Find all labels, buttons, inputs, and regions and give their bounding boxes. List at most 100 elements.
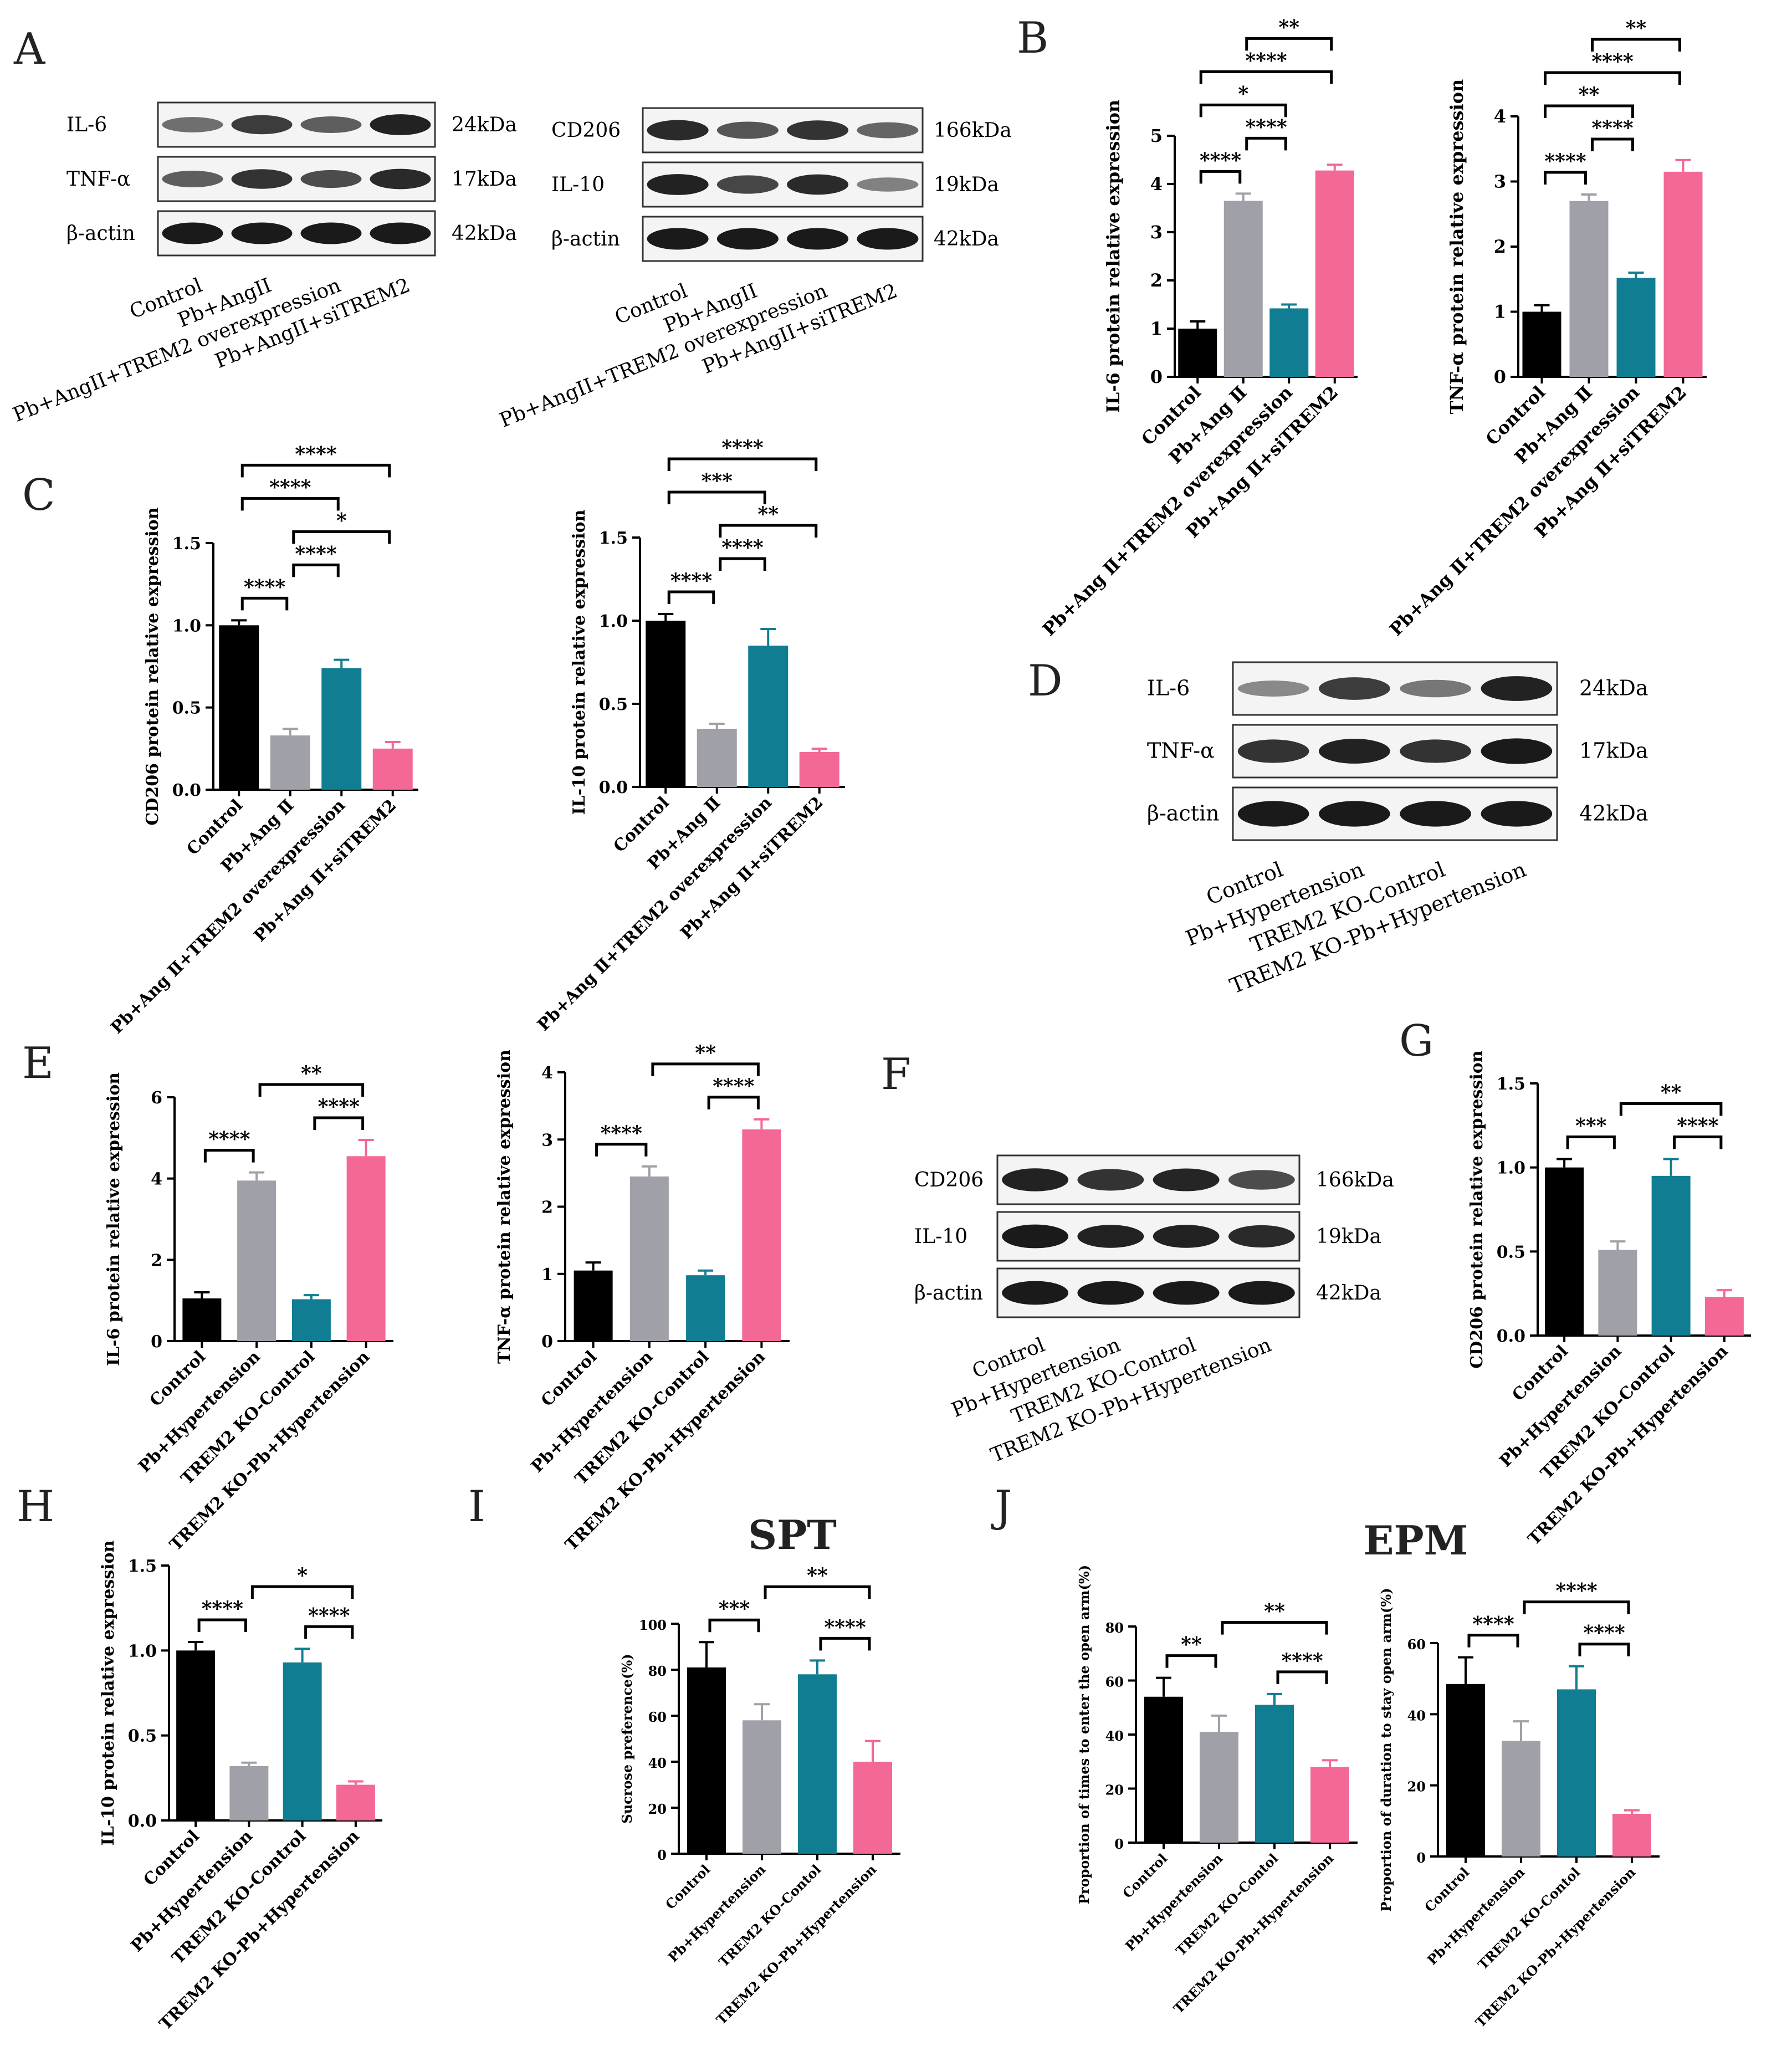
y-tick-label: 0: [1150, 366, 1163, 387]
y-tick-label: 3: [541, 1131, 553, 1150]
significance-label: ****: [1677, 1114, 1718, 1138]
significance-label: **: [1661, 1081, 1682, 1104]
protein-band: [231, 222, 293, 244]
bar: [219, 625, 259, 790]
y-tick-label: 3: [1494, 171, 1506, 192]
significance-label: ****: [295, 542, 336, 565]
y-tick-label: 1.0: [599, 612, 628, 631]
y-tick-label: 0.0: [128, 1812, 157, 1831]
y-tick-label: 0.5: [1497, 1242, 1525, 1262]
bar: [182, 1298, 222, 1341]
panel-letter: E: [22, 1039, 54, 1088]
significance-bracket: [1591, 38, 1681, 52]
significance-label: ****: [601, 1122, 642, 1145]
bar: [1545, 1167, 1584, 1336]
bar: [176, 1650, 216, 1820]
protein-band: [162, 222, 223, 244]
bar: [1569, 201, 1609, 377]
significance-label: ****: [1200, 149, 1241, 172]
significance-bracket: [240, 497, 340, 511]
bar: [748, 646, 789, 787]
significance-bracket: [667, 490, 766, 504]
y-tick-label: 1.5: [599, 529, 628, 548]
panel-letter: G: [1399, 1016, 1433, 1066]
significance-bracket: [1673, 1135, 1723, 1149]
significance-label: ***: [702, 469, 733, 493]
category-label: TREM2 KO-Pb+Hypertension: [156, 1827, 363, 2034]
significance-label: ****: [244, 575, 285, 599]
bar: [1663, 171, 1703, 377]
bar: [1178, 329, 1217, 377]
significance-label: ****: [1555, 1579, 1597, 1603]
category-label: TREM2 KO-Pb+Hypertension: [166, 1347, 374, 1555]
y-tick-label: 80: [1105, 1620, 1124, 1636]
bar: [798, 1674, 837, 1854]
protein-band: [857, 228, 919, 250]
y-tick-label: 5: [1150, 125, 1163, 146]
category-label: TREM2 KO-Contol: [1474, 1864, 1583, 1973]
protein-band: [1400, 801, 1471, 827]
category-label: Pb+Ang Ⅱ+TREM2 overexpression: [534, 793, 776, 1035]
bar: [1144, 1696, 1183, 1843]
category-label: TREM2 KO-Pb+Hypertension: [1524, 1342, 1732, 1549]
panel-letter: B: [1017, 13, 1048, 63]
y-tick-label: 0: [1114, 1836, 1124, 1852]
protein-band: [787, 228, 849, 250]
y-tick-label: 1.0: [128, 1641, 157, 1661]
significance-bracket: [651, 1062, 760, 1076]
significance-bracket: [719, 524, 818, 538]
blot-kda-label: 19kDa: [934, 173, 999, 196]
chart-title: EPM: [1364, 1517, 1468, 1564]
category-label: Control: [1119, 1850, 1170, 1901]
protein-band: [1237, 681, 1309, 697]
chart-6: G 0.0 0.5 1.0 1.5 CD206 protein relative expr…: [1399, 1016, 1751, 1549]
bar: [1651, 1175, 1691, 1336]
bar: [646, 621, 686, 787]
significance-bracket: [667, 457, 818, 471]
y-tick-label: 2: [151, 1251, 162, 1270]
protein-band: [857, 177, 919, 192]
y-axis-label: CD206 protein relative expression: [143, 507, 162, 825]
bar: [742, 1129, 781, 1341]
protein-band: [231, 115, 293, 135]
blot-kda-label: 42kDa: [1579, 801, 1648, 826]
protein-band: [1002, 1224, 1069, 1249]
protein-band: [1481, 676, 1553, 701]
y-tick-label: 0: [541, 1332, 553, 1352]
bar: [291, 1299, 331, 1341]
bar: [283, 1662, 322, 1820]
significance-bracket: [1566, 1135, 1616, 1149]
protein-band: [1481, 738, 1553, 764]
panel-letter: D: [1028, 656, 1063, 706]
protein-band: [1228, 1225, 1295, 1248]
significance-label: ****: [1591, 116, 1633, 140]
y-tick-label: 40: [648, 1755, 667, 1771]
y-tick-label: 1: [541, 1265, 553, 1285]
y-tick-label: 1.5: [1497, 1075, 1525, 1094]
panel-letter: H: [17, 1482, 54, 1532]
significance-label: **: [807, 1564, 828, 1587]
significance-label: **: [1181, 1633, 1202, 1656]
significance-label: **: [1579, 83, 1600, 106]
bar: [1502, 1741, 1540, 1856]
protein-band: [1153, 1225, 1220, 1248]
significance-label: ****: [269, 475, 311, 499]
protein-band: [162, 171, 223, 187]
significance-label: ****: [1544, 150, 1586, 173]
panel-letter: A: [13, 24, 46, 74]
y-tick-label: 2: [1494, 236, 1506, 257]
protein-band: [787, 174, 849, 195]
blot-kda-label: 24kDa: [452, 114, 517, 136]
protein-band: [300, 116, 362, 133]
significance-bracket: [240, 596, 289, 611]
y-tick-label: 0.0: [599, 778, 628, 797]
protein-band: [1002, 1168, 1069, 1191]
category-label: Control: [1421, 1864, 1472, 1915]
significance-bracket: [1221, 1621, 1328, 1635]
bar: [1223, 201, 1263, 377]
significance-label: ****: [670, 569, 712, 592]
y-axis-label: IL-10 protein relative expression: [99, 1540, 118, 1845]
